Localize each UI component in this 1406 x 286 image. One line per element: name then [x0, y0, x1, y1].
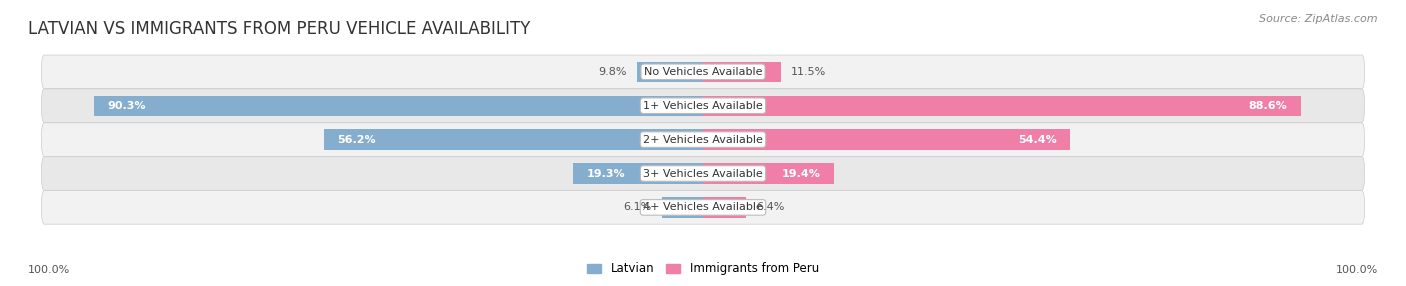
Bar: [703, 130, 1070, 150]
Text: 1+ Vehicles Available: 1+ Vehicles Available: [643, 101, 763, 111]
Text: 4+ Vehicles Available: 4+ Vehicles Available: [643, 202, 763, 212]
Bar: [323, 130, 703, 150]
FancyBboxPatch shape: [42, 123, 1364, 156]
Legend: Latvian, Immigrants from Peru: Latvian, Immigrants from Peru: [582, 258, 824, 280]
FancyBboxPatch shape: [42, 157, 1364, 190]
Text: 6.4%: 6.4%: [756, 202, 785, 212]
Text: 19.3%: 19.3%: [586, 168, 624, 178]
Text: 6.1%: 6.1%: [623, 202, 652, 212]
Bar: [637, 62, 703, 82]
Text: 100.0%: 100.0%: [1336, 265, 1378, 275]
Text: 90.3%: 90.3%: [107, 101, 146, 111]
Text: 19.4%: 19.4%: [782, 168, 821, 178]
FancyBboxPatch shape: [42, 89, 1364, 122]
Text: 2+ Vehicles Available: 2+ Vehicles Available: [643, 135, 763, 145]
Text: Source: ZipAtlas.com: Source: ZipAtlas.com: [1260, 14, 1378, 24]
Bar: [662, 197, 703, 218]
Bar: [703, 96, 1301, 116]
FancyBboxPatch shape: [42, 55, 1364, 89]
Text: 100.0%: 100.0%: [28, 265, 70, 275]
Text: 11.5%: 11.5%: [790, 67, 825, 77]
FancyBboxPatch shape: [42, 191, 1364, 224]
Text: 9.8%: 9.8%: [598, 67, 627, 77]
Text: No Vehicles Available: No Vehicles Available: [644, 67, 762, 77]
Bar: [703, 163, 834, 184]
Text: 88.6%: 88.6%: [1249, 101, 1288, 111]
Bar: [703, 197, 747, 218]
Text: LATVIAN VS IMMIGRANTS FROM PERU VEHICLE AVAILABILITY: LATVIAN VS IMMIGRANTS FROM PERU VEHICLE …: [28, 20, 530, 38]
Bar: [94, 96, 703, 116]
Bar: [703, 62, 780, 82]
Text: 56.2%: 56.2%: [337, 135, 375, 145]
Text: 54.4%: 54.4%: [1018, 135, 1057, 145]
Bar: [572, 163, 703, 184]
Text: 3+ Vehicles Available: 3+ Vehicles Available: [643, 168, 763, 178]
